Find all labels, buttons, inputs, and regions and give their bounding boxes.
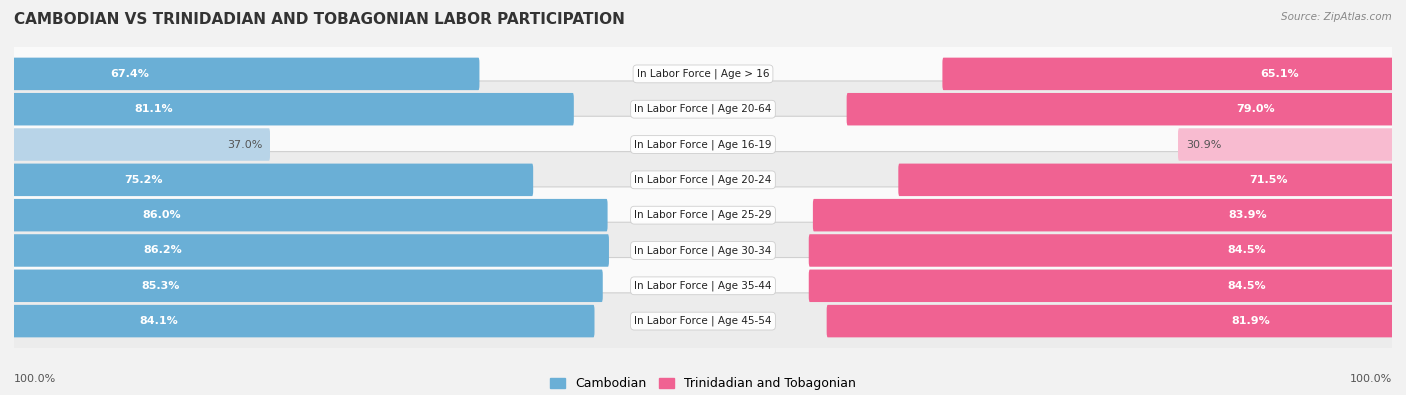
- Text: Source: ZipAtlas.com: Source: ZipAtlas.com: [1281, 12, 1392, 22]
- FancyBboxPatch shape: [13, 93, 574, 126]
- FancyBboxPatch shape: [13, 128, 270, 161]
- Text: 84.5%: 84.5%: [1227, 281, 1265, 291]
- Text: 85.3%: 85.3%: [142, 281, 180, 291]
- Text: 30.9%: 30.9%: [1185, 139, 1222, 150]
- Text: 81.1%: 81.1%: [135, 104, 173, 114]
- Text: In Labor Force | Age 20-64: In Labor Force | Age 20-64: [634, 104, 772, 115]
- FancyBboxPatch shape: [13, 81, 1393, 137]
- FancyBboxPatch shape: [13, 58, 479, 90]
- Text: In Labor Force | Age 35-44: In Labor Force | Age 35-44: [634, 280, 772, 291]
- Text: In Labor Force | Age > 16: In Labor Force | Age > 16: [637, 69, 769, 79]
- FancyBboxPatch shape: [13, 116, 1393, 173]
- Text: 100.0%: 100.0%: [1350, 374, 1392, 384]
- FancyBboxPatch shape: [13, 199, 607, 231]
- FancyBboxPatch shape: [13, 164, 533, 196]
- FancyBboxPatch shape: [813, 199, 1393, 231]
- FancyBboxPatch shape: [13, 258, 1393, 314]
- Text: 67.4%: 67.4%: [111, 69, 149, 79]
- FancyBboxPatch shape: [808, 269, 1393, 302]
- Text: 86.2%: 86.2%: [143, 245, 181, 256]
- Text: In Labor Force | Age 25-29: In Labor Force | Age 25-29: [634, 210, 772, 220]
- FancyBboxPatch shape: [13, 234, 609, 267]
- Legend: Cambodian, Trinidadian and Tobagonian: Cambodian, Trinidadian and Tobagonian: [546, 372, 860, 395]
- Text: 83.9%: 83.9%: [1227, 210, 1267, 220]
- Text: In Labor Force | Age 45-54: In Labor Force | Age 45-54: [634, 316, 772, 326]
- Text: 65.1%: 65.1%: [1261, 69, 1299, 79]
- FancyBboxPatch shape: [13, 46, 1393, 102]
- Text: CAMBODIAN VS TRINIDADIAN AND TOBAGONIAN LABOR PARTICIPATION: CAMBODIAN VS TRINIDADIAN AND TOBAGONIAN …: [14, 12, 624, 27]
- FancyBboxPatch shape: [898, 164, 1393, 196]
- FancyBboxPatch shape: [13, 222, 1393, 279]
- FancyBboxPatch shape: [13, 152, 1393, 208]
- Text: 79.0%: 79.0%: [1236, 104, 1275, 114]
- Text: 86.0%: 86.0%: [143, 210, 181, 220]
- Text: 37.0%: 37.0%: [226, 139, 262, 150]
- FancyBboxPatch shape: [13, 269, 603, 302]
- Text: 84.5%: 84.5%: [1227, 245, 1265, 256]
- FancyBboxPatch shape: [13, 293, 1393, 349]
- Text: 81.9%: 81.9%: [1232, 316, 1270, 326]
- FancyBboxPatch shape: [1178, 128, 1393, 161]
- Text: 100.0%: 100.0%: [14, 374, 56, 384]
- FancyBboxPatch shape: [808, 234, 1393, 267]
- Text: 71.5%: 71.5%: [1250, 175, 1288, 185]
- FancyBboxPatch shape: [13, 305, 595, 337]
- Text: 75.2%: 75.2%: [124, 175, 163, 185]
- FancyBboxPatch shape: [13, 187, 1393, 243]
- Text: In Labor Force | Age 20-24: In Labor Force | Age 20-24: [634, 175, 772, 185]
- Text: 84.1%: 84.1%: [139, 316, 179, 326]
- FancyBboxPatch shape: [846, 93, 1393, 126]
- FancyBboxPatch shape: [827, 305, 1393, 337]
- Text: In Labor Force | Age 30-34: In Labor Force | Age 30-34: [634, 245, 772, 256]
- Text: In Labor Force | Age 16-19: In Labor Force | Age 16-19: [634, 139, 772, 150]
- FancyBboxPatch shape: [942, 58, 1393, 90]
